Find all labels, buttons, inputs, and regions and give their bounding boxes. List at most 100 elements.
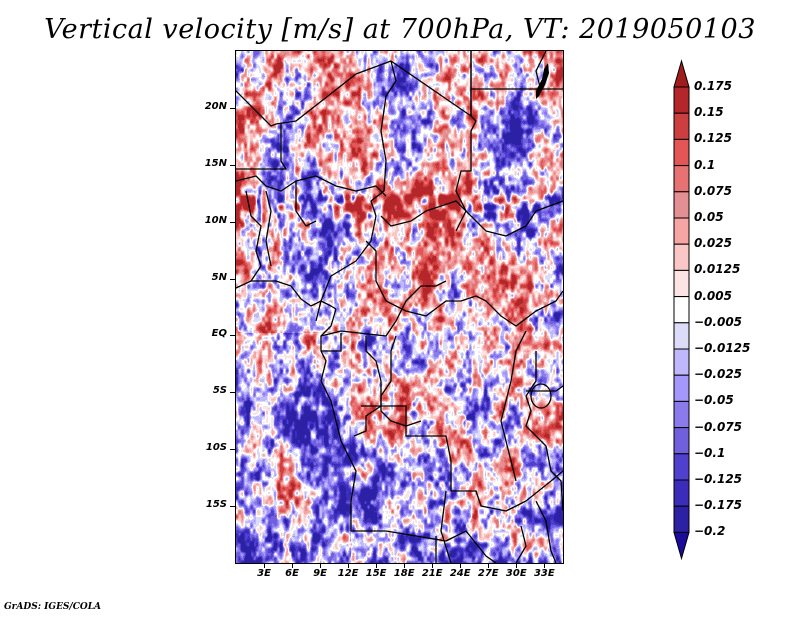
lon-tick-label: 30E [505, 568, 527, 579]
lon-tick-label: 27E [477, 568, 499, 579]
grads-credit: GrADS: IGES/COLA [4, 602, 102, 612]
border-line [353, 336, 382, 437]
border-line [500, 330, 527, 482]
colorbar-segment [673, 191, 690, 219]
border-line [236, 280, 337, 310]
border-line [315, 215, 377, 322]
colorbar-segment [673, 86, 690, 114]
lake-outline [530, 383, 552, 409]
border-line [380, 335, 422, 427]
colorbar-segment [673, 296, 690, 324]
colorbar-label: 0.1 [694, 157, 716, 172]
lat-tick-mark [230, 335, 235, 337]
lat-tick-mark [230, 221, 235, 223]
border-line [440, 490, 452, 563]
border-line [320, 308, 357, 502]
lon-tick-label: 6E [285, 568, 299, 579]
lat-tick-label: EQ [211, 328, 227, 340]
lon-tick-label: 9E [313, 568, 327, 579]
border-line [320, 280, 447, 337]
lat-tick-mark [230, 278, 235, 280]
colorbar-segment [673, 217, 690, 245]
colorbar-label: 0.005 [694, 288, 732, 303]
colorbar-segment [673, 400, 690, 429]
colorbar-label: 0.05 [694, 210, 724, 224]
lat-tick-label: 15N [204, 157, 227, 169]
lon-tick-mark [320, 563, 322, 568]
lon-tick-label: 33E [533, 568, 555, 579]
colorbar-label: −0.075 [694, 419, 743, 434]
border-line [535, 435, 563, 512]
vertical-velocity-field [236, 51, 563, 563]
colorbar-label: 0.025 [694, 236, 732, 251]
border-line [245, 190, 262, 282]
border-line [475, 290, 563, 327]
lon-tick-mark [404, 563, 406, 568]
lon-tick-mark [544, 563, 546, 568]
border-line [370, 60, 397, 217]
colorbar-label: 0.075 [694, 183, 732, 198]
lon-tick-mark [432, 563, 434, 568]
lat-tick-label: 5S [212, 385, 227, 397]
border-line [236, 124, 287, 170]
lon-tick-label: 24E [449, 568, 471, 579]
colorbar-label: 0.175 [694, 79, 732, 93]
colorbar-segment [673, 269, 690, 298]
colorbar-label: 0.15 [694, 105, 724, 120]
border-line [350, 501, 497, 563]
lat-tick-mark [230, 164, 235, 166]
lon-tick-mark [292, 563, 294, 568]
lon-tick-mark [460, 563, 462, 568]
lon-tick-mark [264, 563, 266, 568]
lat-tick-label: 10N [204, 214, 227, 226]
colorbar-label: −0.175 [694, 498, 743, 513]
lon-tick-mark [348, 563, 350, 568]
colorbar-label: −0.0125 [694, 341, 751, 355]
border-line [265, 190, 272, 267]
lat-tick-label: 10S [205, 442, 227, 454]
colorbar-label: −0.025 [694, 367, 743, 382]
lon-tick-mark [516, 563, 518, 568]
plot-title: Vertical velocity [m/s] at 700hPa, VT: 2… [44, 14, 756, 45]
colorbar-segment [673, 505, 690, 533]
map-panel [236, 51, 563, 563]
border-line [535, 51, 547, 92]
lat-tick-mark [230, 506, 235, 508]
colorbar-segment [673, 427, 690, 455]
border-line [465, 200, 563, 237]
colorbar-segment [673, 374, 690, 402]
lat-tick-mark [230, 392, 235, 394]
lat-tick-mark [230, 449, 235, 451]
border-line [236, 51, 472, 127]
colorbar-segment [673, 322, 690, 350]
colorbar-label: −0.005 [694, 314, 743, 329]
colorbar-segment [673, 138, 690, 167]
colorbar-segment [673, 112, 690, 140]
lon-tick-mark [488, 563, 490, 568]
border-line [515, 525, 527, 563]
border-line [525, 351, 537, 437]
border-line [236, 175, 387, 197]
lon-tick-label: 21E [421, 568, 443, 579]
colorbar-label: −0.2 [694, 524, 726, 539]
border-line [526, 385, 563, 392]
lat-tick-label: 15S [205, 499, 227, 511]
lat-tick-label: 20N [204, 100, 227, 112]
border-line [321, 333, 342, 352]
border-line [361, 405, 563, 512]
lat-tick-label: 5N [211, 271, 227, 283]
border-line [535, 500, 557, 563]
colorbar-segment [673, 453, 690, 481]
border-line [455, 51, 477, 232]
lon-tick-mark [376, 563, 378, 568]
country-borders [236, 51, 563, 563]
lon-tick-label: 18E [393, 568, 415, 579]
colorbar-top-arrow [673, 59, 690, 88]
colorbar-label: −0.05 [694, 393, 734, 408]
colorbar-segment [673, 479, 690, 507]
colorbar-bottom-arrow [673, 531, 690, 561]
colorbar-label: −0.125 [694, 472, 743, 486]
colorbar-segment [673, 243, 690, 271]
lat-tick-mark [230, 107, 235, 109]
colorbar-segment [673, 165, 690, 193]
